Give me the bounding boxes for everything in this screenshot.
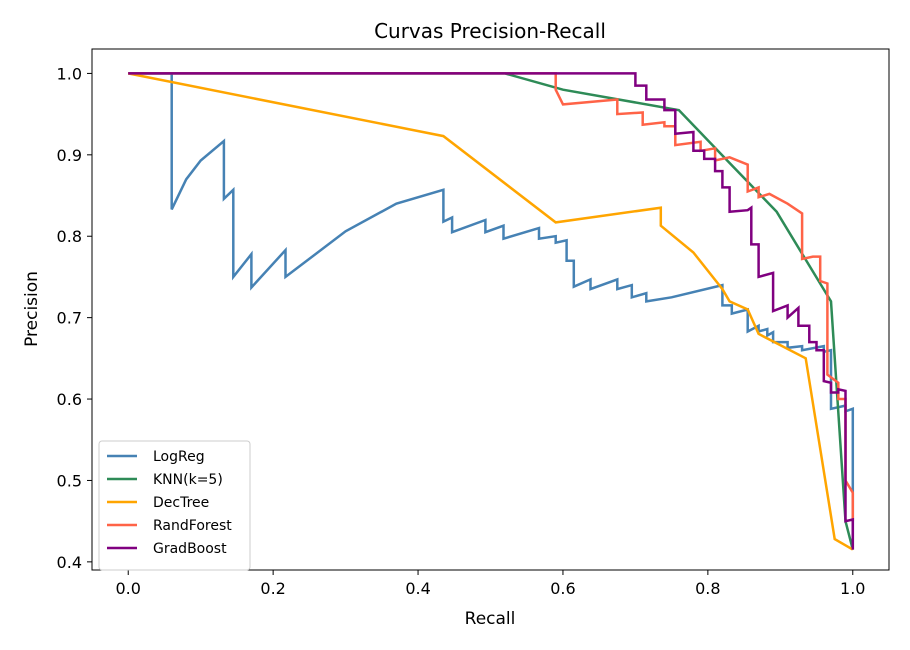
x-tick-label: 0.8 [695,579,720,598]
y-tick-label: 0.8 [57,227,82,246]
legend-box [98,440,251,571]
y-tick-label: 0.7 [57,309,82,328]
y-tick-label: 0.6 [57,390,82,409]
legend-label: GradBoost [153,541,227,557]
x-axis-label: Recall [465,609,516,629]
legend-label: LogReg [153,449,205,465]
x-tick-label: 0.2 [260,579,285,598]
y-tick-label: 1.0 [57,64,82,83]
legend-label: RandForest [153,518,232,534]
series-line-gradboost [128,72,855,550]
y-tick-label: 0.5 [57,471,82,490]
x-axis: 0.0 0.2 0.4 0.6 0.8 1.0 [116,570,865,598]
series-line-knn-k-5- [128,72,855,550]
x-tick-label: 1.0 [840,579,865,598]
chart-title: Curvas Precision-Recall [374,19,606,43]
legend-label: KNN(k=5) [153,472,223,488]
series-line-logreg [128,72,855,550]
y-axis: 0.4 0.5 0.6 0.7 0.8 0.9 1.0 [57,64,92,572]
y-tick-label: 0.9 [57,146,82,165]
y-tick-label: 0.4 [57,553,82,572]
plot-area [127,72,855,551]
plot-frame [91,48,890,571]
y-axis-label: Precision [22,271,42,347]
legend-label: DecTree [153,495,209,511]
legend: LogReg KNN(k=5) DecTree RandForest GradBoost [98,440,251,571]
x-tick-label: 0.0 [116,579,141,598]
series-line-randforest [128,72,855,522]
x-tick-label: 0.6 [550,579,575,598]
x-tick-label: 0.4 [405,579,430,598]
series-line-dectree [127,72,854,551]
